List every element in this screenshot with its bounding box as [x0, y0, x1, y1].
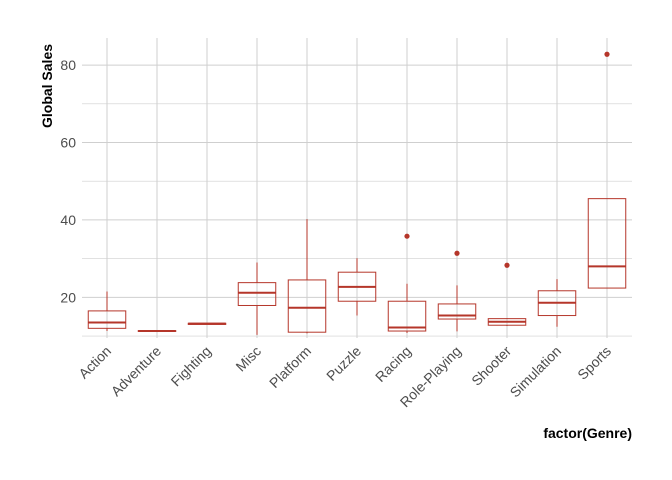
x-tick-label: Fighting: [168, 343, 215, 390]
x-tick-label: Action: [75, 343, 114, 382]
grid-lines: [82, 38, 632, 338]
box-sports: [587, 51, 627, 289]
x-tick-label: Simulation: [507, 343, 565, 401]
x-tick-label: Misc: [232, 343, 264, 375]
y-axis-ticks: 20 40 60 80: [60, 57, 76, 305]
box-adventure: [137, 330, 177, 333]
box-iqr: [437, 303, 477, 320]
box-puzzle: [337, 258, 377, 316]
x-tick-label: Platform: [266, 343, 314, 391]
y-tick-label: 40: [60, 212, 76, 228]
x-tick-label: Racing: [372, 343, 414, 385]
x-tick-label: Adventure: [108, 343, 165, 400]
y-tick-label: 80: [60, 57, 76, 73]
box-iqr: [87, 310, 127, 329]
outlier-point: [604, 51, 610, 57]
y-tick-label: 20: [60, 289, 76, 305]
box-role-playing: [437, 250, 477, 332]
box-platform: [287, 219, 327, 334]
box-racing: [387, 233, 427, 333]
outlier-point: [404, 233, 410, 239]
box-iqr: [237, 282, 277, 306]
x-tick-label: Sports: [574, 343, 614, 383]
y-axis-title: Global Sales: [39, 44, 55, 128]
x-tick-label: Puzzle: [323, 343, 364, 384]
box-iqr: [587, 198, 627, 289]
outlier-point: [454, 250, 460, 256]
box-fighting: [187, 322, 227, 325]
box-series: [87, 51, 627, 335]
box-shooter: [487, 262, 527, 326]
box-iqr: [387, 300, 427, 332]
box-iqr: [287, 279, 327, 333]
x-axis-title: factor(Genre): [543, 425, 632, 441]
box-misc: [237, 262, 277, 335]
y-tick-label: 60: [60, 135, 76, 151]
x-tick-label: Shooter: [468, 343, 514, 389]
box-action: [87, 291, 127, 332]
box-simulation: [537, 279, 577, 327]
outlier-point: [504, 262, 510, 268]
